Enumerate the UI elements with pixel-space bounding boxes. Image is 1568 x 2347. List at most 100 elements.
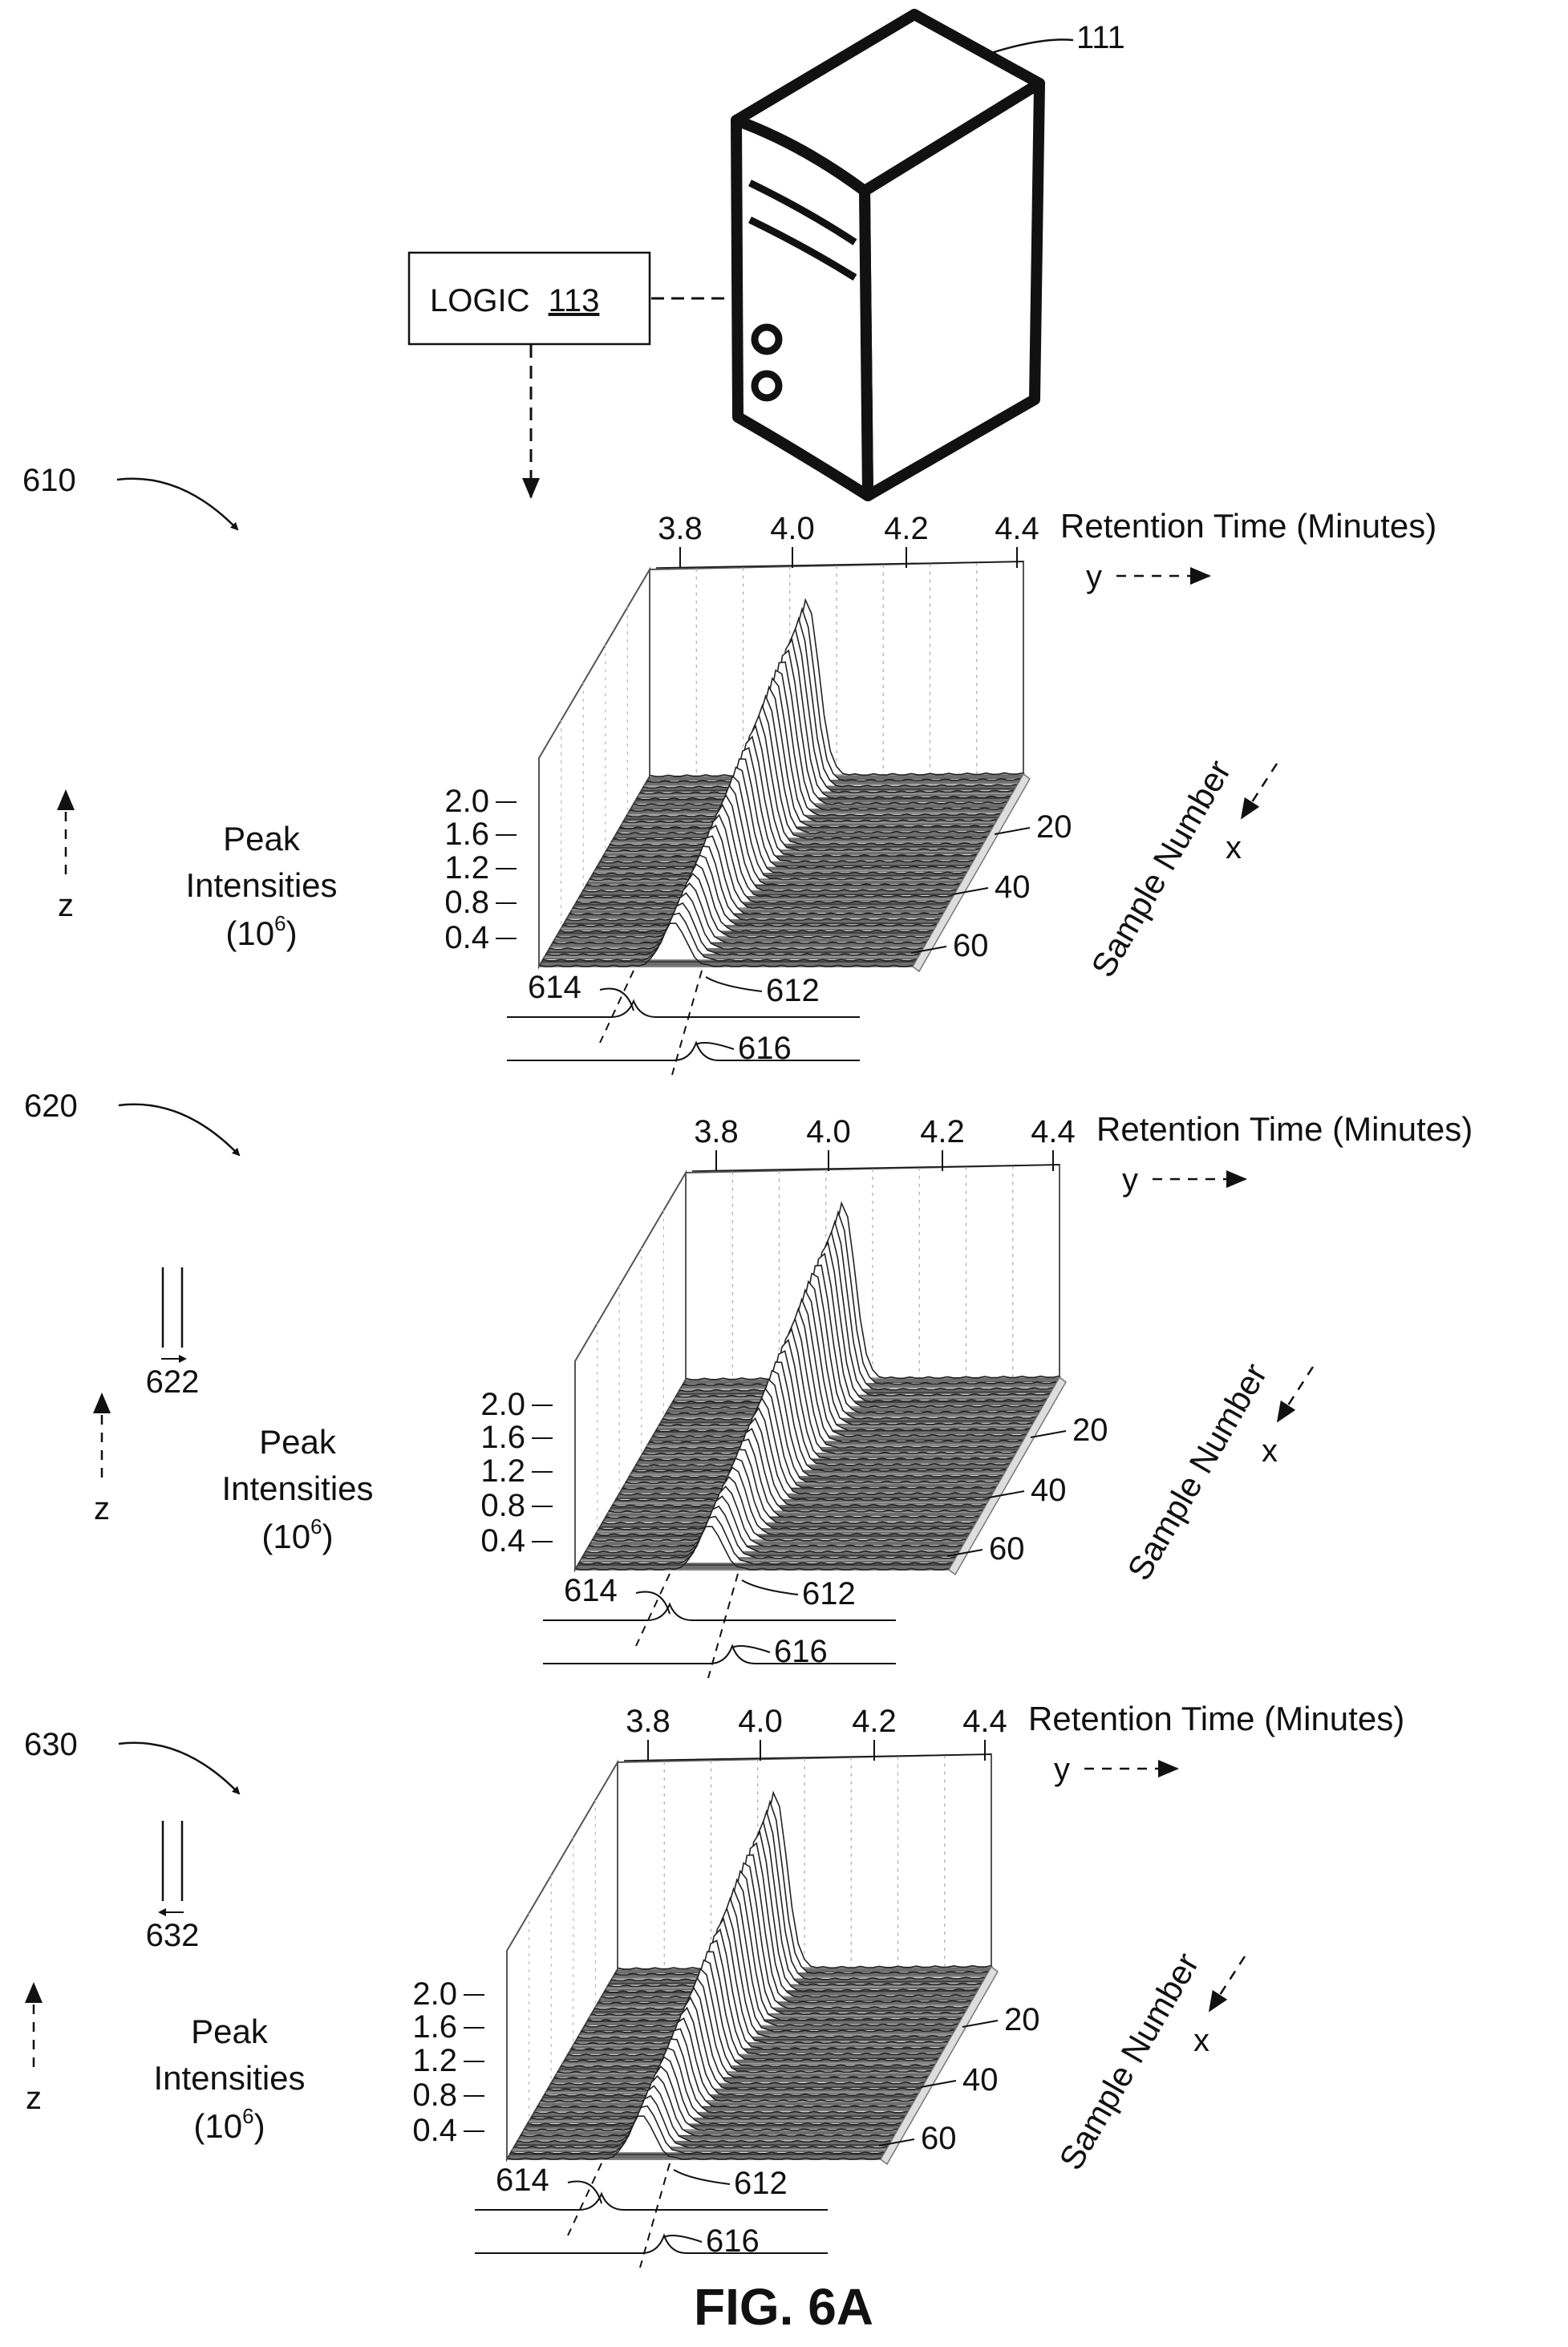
z-axis-title-line3: (106) bbox=[261, 1514, 333, 1555]
z-unit-close: ) bbox=[254, 2107, 265, 2145]
y-tick-label: 4.4 bbox=[995, 511, 1039, 546]
z-unit-exponent: 6 bbox=[310, 1514, 322, 1538]
alignment-line bbox=[636, 1574, 670, 1646]
z-unit-exponent: 6 bbox=[274, 911, 286, 935]
floor-trace bbox=[577, 899, 951, 900]
z-tick-label: 1.2 bbox=[412, 2043, 457, 2078]
y-tick-label: 4.4 bbox=[1031, 1114, 1076, 1149]
panel-ref-leader bbox=[117, 479, 237, 529]
server-ref-leader bbox=[991, 39, 1073, 53]
x-tick-label: 60 bbox=[953, 928, 989, 963]
x-direction-label: x bbox=[1226, 830, 1242, 865]
z-tick-label: 0.8 bbox=[412, 2077, 457, 2113]
callout-614-leader bbox=[636, 1591, 670, 1614]
y-direction-label: y bbox=[1122, 1162, 1138, 1198]
z-axis-title-line1: Peak bbox=[259, 1423, 337, 1461]
z-tick-label: 1.6 bbox=[480, 1420, 525, 1455]
callout-614: 614 bbox=[528, 970, 581, 1005]
profile-curve-lower bbox=[507, 1043, 860, 1060]
floor-trace bbox=[561, 928, 935, 929]
floor-trace bbox=[543, 2097, 917, 2098]
floor-trace bbox=[575, 904, 949, 905]
callout-616-leader bbox=[696, 1043, 734, 1049]
z-tick-label: 1.6 bbox=[412, 2009, 457, 2045]
z-tick-label: 2.0 bbox=[480, 1387, 525, 1422]
x-axis-title: Sample Number bbox=[1051, 1947, 1205, 2176]
callout-616-leader bbox=[664, 2236, 702, 2242]
z-direction-label: z bbox=[26, 2081, 42, 2116]
x-direction-arrow bbox=[1242, 764, 1277, 818]
z-unit-base: (10 bbox=[225, 914, 274, 952]
y-axis-title: Retention Time (Minutes) bbox=[1060, 507, 1436, 545]
logic-label: LOGIC 113 bbox=[430, 283, 599, 318]
server-ref-111: 111 bbox=[1076, 20, 1125, 55]
server-button-2 bbox=[755, 374, 779, 398]
floor-trace bbox=[611, 1507, 985, 1508]
z-direction-label: z bbox=[58, 888, 74, 923]
z-tick-label: 0.4 bbox=[480, 1523, 525, 1559]
y-tick-label: 4.0 bbox=[770, 511, 815, 546]
x-tick-label: 40 bbox=[995, 869, 1031, 905]
callout-614: 614 bbox=[564, 1573, 618, 1608]
x-tick-label: 60 bbox=[989, 1531, 1025, 1567]
server-front-face bbox=[736, 120, 868, 496]
x-direction-label: x bbox=[1193, 2023, 1209, 2058]
floor-trace bbox=[558, 933, 932, 934]
y-direction-label: y bbox=[1054, 1752, 1070, 1787]
x-tick-label: 20 bbox=[1072, 1413, 1108, 1448]
callout-612: 612 bbox=[766, 973, 820, 1008]
y-tick-label: 4.0 bbox=[806, 1114, 851, 1149]
floor-trace bbox=[564, 923, 938, 924]
y-tick-label: 4.2 bbox=[852, 1704, 897, 1739]
z-direction-label: z bbox=[94, 1491, 110, 1526]
y-tick-label: 4.2 bbox=[920, 1114, 965, 1149]
y-tick-label: 4.2 bbox=[884, 511, 929, 546]
z-tick-label: 0.8 bbox=[480, 1488, 525, 1523]
z-tick-label: 0.4 bbox=[412, 2113, 457, 2148]
floor-trace bbox=[529, 2121, 903, 2122]
y-tick-label: 3.8 bbox=[658, 511, 703, 546]
panel-ref-number: 620 bbox=[24, 1088, 78, 1124]
z-unit-exponent: 6 bbox=[242, 2104, 253, 2128]
z-axis-title-line2: Intensities bbox=[185, 866, 337, 904]
x-tick-label: 40 bbox=[962, 2062, 999, 2098]
y-tick-label: 4.0 bbox=[738, 1704, 783, 1739]
z-axis-title-line2: Intensities bbox=[221, 1469, 373, 1507]
panel-ref-leader bbox=[119, 1105, 239, 1155]
x-axis-title: Sample Number bbox=[1084, 754, 1238, 983]
profile-curve-lower bbox=[475, 2236, 828, 2253]
x-direction-arrow bbox=[1278, 1367, 1313, 1421]
y-tick-label: 4.4 bbox=[962, 1704, 1007, 1739]
z-axis-title-line1: Peak bbox=[191, 2013, 269, 2050]
floor-trace bbox=[594, 1536, 968, 1537]
z-axis-title-line3: (106) bbox=[225, 911, 297, 952]
callout-612: 612 bbox=[734, 2166, 788, 2201]
callout-612: 612 bbox=[802, 1576, 856, 1611]
x-tick-label: 40 bbox=[1031, 1473, 1067, 1508]
callout-616: 616 bbox=[774, 1634, 828, 1669]
panel-ref-leader bbox=[119, 1743, 239, 1794]
floor-trace bbox=[614, 1502, 987, 1503]
z-unit-base: (10 bbox=[261, 1518, 310, 1555]
transition-ref: 632 bbox=[146, 1918, 200, 1953]
alignment-line bbox=[708, 1574, 738, 1678]
callout-614: 614 bbox=[496, 2163, 549, 2198]
z-tick-label: 0.8 bbox=[444, 885, 489, 920]
callout-616-leader bbox=[732, 1646, 770, 1652]
y-axis-title: Retention Time (Minutes) bbox=[1096, 1110, 1473, 1148]
z-axis-title-line3: (106) bbox=[193, 2104, 265, 2145]
logic-block: LOGIC 113 bbox=[409, 253, 727, 497]
server-computer: 111 bbox=[736, 14, 1125, 496]
figure-caption: FIG. 6A bbox=[694, 2278, 873, 2336]
z-tick-label: 2.0 bbox=[412, 1976, 457, 2012]
callout-612-leader bbox=[706, 977, 762, 991]
callout-616: 616 bbox=[706, 2223, 760, 2259]
y-axis-title: Retention Time (Minutes) bbox=[1028, 1700, 1404, 1737]
x-direction-arrow bbox=[1209, 1956, 1245, 2011]
panel-ref-number: 610 bbox=[22, 463, 76, 498]
callout-614-leader bbox=[600, 988, 634, 1011]
panel-ref-number: 630 bbox=[24, 1727, 78, 1762]
